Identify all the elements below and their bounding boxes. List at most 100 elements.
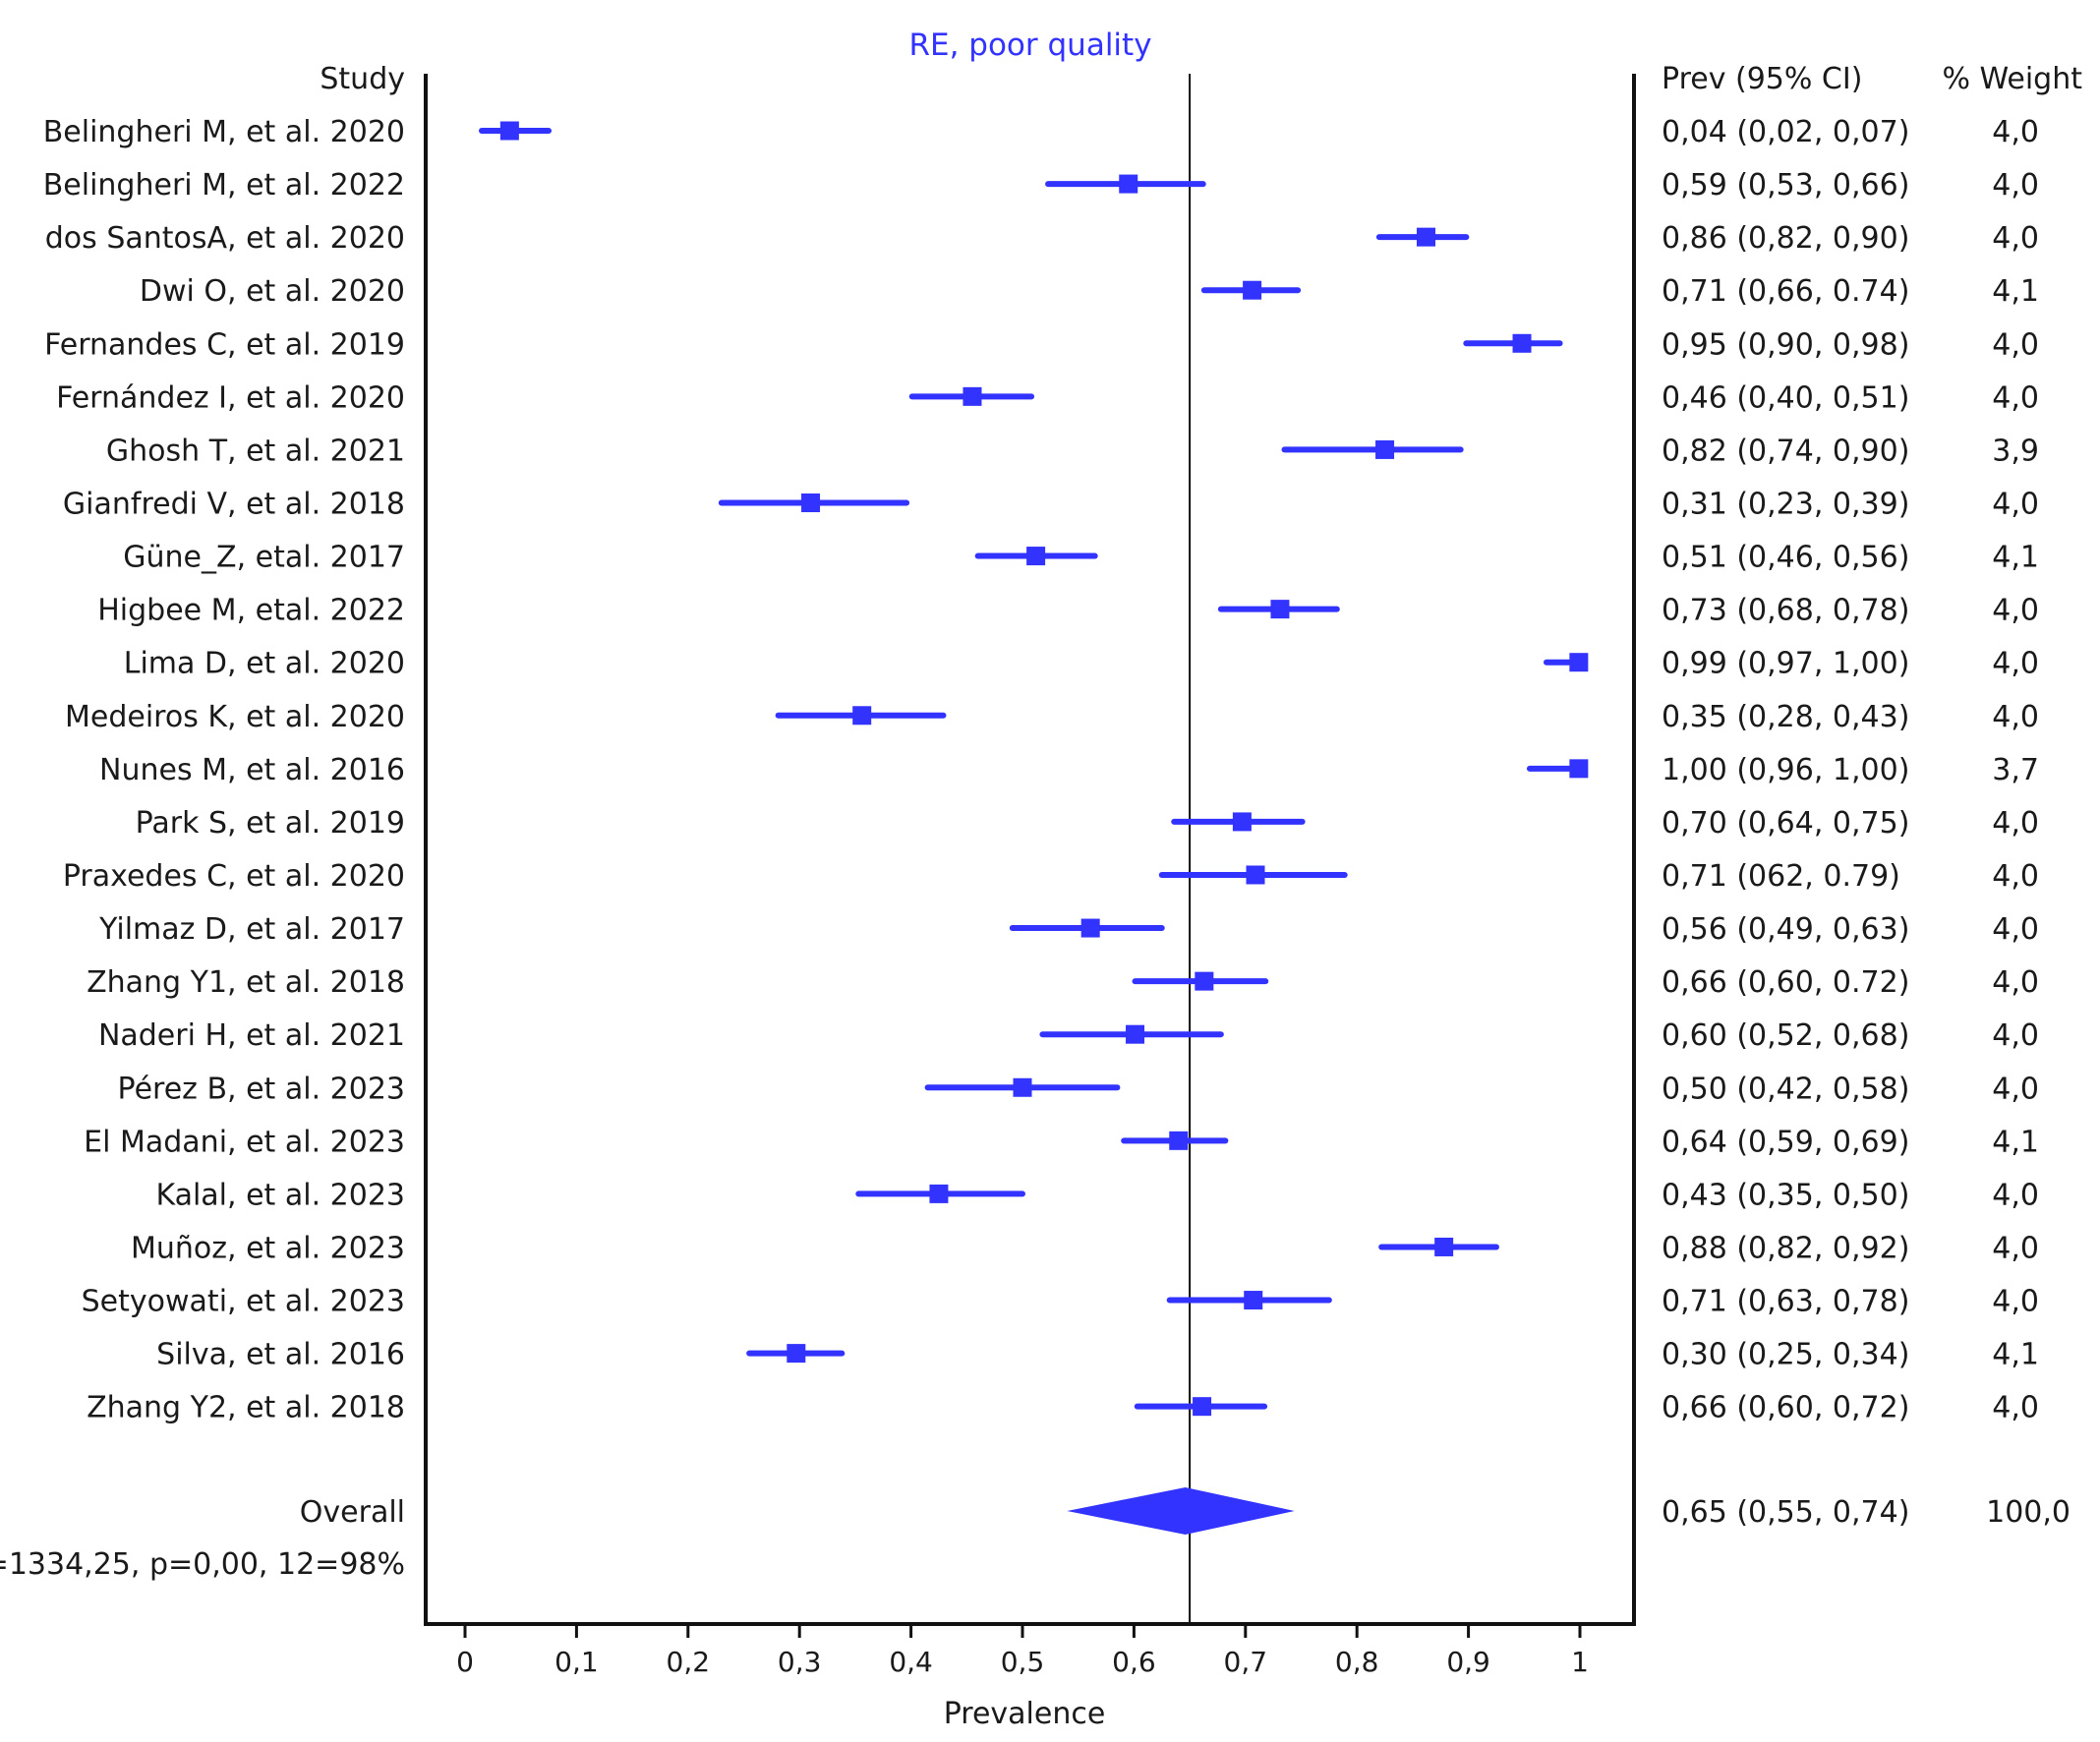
study-row: Zhang Y2, et al. 2018 0,66 (0,60, 0,72) 4,… xyxy=(87,1391,2039,1425)
study-row: Güne_Z, etal. 2017 0,51 (0,46, 0,56) 4,1 xyxy=(123,541,2039,575)
study-name: Medeiros K, et al. 2020 xyxy=(65,700,405,734)
point-estimate xyxy=(852,706,872,726)
weight-value: 4,0 xyxy=(1992,327,2039,362)
point-estimate xyxy=(1270,600,1290,619)
study-name: Ghosh T, et al. 2021 xyxy=(106,434,405,468)
prev-ci-value: 0,46 (0,40, 0,51) xyxy=(1662,380,1909,415)
weight-value: 4,1 xyxy=(1992,274,2039,309)
study-name: Dwi O, et al. 2020 xyxy=(140,274,405,309)
point-estimate xyxy=(1080,918,1100,938)
prev-ci-value: 0,66 (0,60, 0.72) xyxy=(1662,965,1909,1000)
study-row: Lima D, et al. 2020 0,99 (0,97, 1,00) 4,0 xyxy=(124,647,2039,681)
point-estimate xyxy=(1013,1077,1032,1097)
prev-ci-value: 0,86 (0,82, 0,90) xyxy=(1662,221,1909,256)
point-estimate xyxy=(1195,971,1214,991)
study-row: Belingheri M, et al. 2020 0,04 (0,02, 0,0… xyxy=(43,115,2039,149)
point-estimate xyxy=(1246,865,1265,885)
weight-value: 4,1 xyxy=(1992,541,2039,575)
study-row: Yilmaz D, et al. 2017 0,56 (0,49, 0,63) 4,… xyxy=(98,912,2039,947)
study-name: dos SantosA, et al. 2020 xyxy=(45,221,405,256)
study-row: Zhang Y1, et al. 2018 0,66 (0,60, 0.72) 4,… xyxy=(87,965,2039,1000)
weight-value: 4,0 xyxy=(1992,859,2039,894)
study-name: Silva, et al. 2016 xyxy=(156,1338,405,1372)
prev-ci-value: 0,64 (0,59, 0,69) xyxy=(1662,1125,1909,1159)
x-tick-label: 0,8 xyxy=(1335,1646,1379,1678)
study-row: Medeiros K, et al. 2020 0,35 (0,28, 0,43)… xyxy=(65,700,2039,734)
weight-value: 4,0 xyxy=(1992,647,2039,681)
prev-ci-value: 0,71 (062, 0.79) xyxy=(1662,859,1900,894)
header-study: Study xyxy=(320,62,405,96)
study-row: Pérez B, et al. 2023 0,50 (0,42, 0,58) 4,0 xyxy=(118,1072,2039,1106)
prev-ci-value: 0,31 (0,23, 0,39) xyxy=(1662,487,1909,521)
study-name: Kalal, et al. 2023 xyxy=(155,1178,405,1212)
weight-value: 4,1 xyxy=(1992,1125,2039,1159)
study-name: Park S, et al. 2019 xyxy=(136,806,405,841)
point-estimate xyxy=(1569,653,1589,672)
x-tick-label: 0,6 xyxy=(1112,1646,1156,1678)
weight-value: 4,0 xyxy=(1992,168,2039,203)
study-name: Belingheri M, et al. 2020 xyxy=(43,115,405,149)
point-estimate xyxy=(1243,280,1262,300)
weight-value: 4,0 xyxy=(1992,594,2039,628)
study-name: Yilmaz D, et al. 2017 xyxy=(98,912,405,947)
study-row: Higbee M, etal. 2022 0,73 (0,68, 0,78) 4,0 xyxy=(97,594,2039,628)
prev-ci-value: 0,60 (0,52, 0,68) xyxy=(1662,1018,1909,1053)
prev-ci-value: 0,99 (0,97, 1,00) xyxy=(1662,647,1909,681)
x-tick-label: 0,3 xyxy=(778,1646,822,1678)
weight-value: 4,0 xyxy=(1992,700,2039,734)
heterogeneity-stats: Q=1334,25, p=0,00, 12=98% xyxy=(0,1547,405,1582)
study-name: Nunes M, et al. 2016 xyxy=(99,753,405,787)
prev-ci-value: 0,95 (0,90, 0,98) xyxy=(1662,327,1909,362)
prev-ci-value: 0,51 (0,46, 0,56) xyxy=(1662,541,1909,575)
prev-ci-value: 0,66 (0,60, 0,72) xyxy=(1662,1391,1909,1425)
weight-value: 3,7 xyxy=(1992,753,2039,787)
study-name: Zhang Y2, et al. 2018 xyxy=(87,1391,405,1425)
weight-value: 4,0 xyxy=(1992,115,2039,149)
study-row: Nunes M, et al. 2016 1,00 (0,96, 1,00) 3,7 xyxy=(99,753,2039,787)
overall-diamond xyxy=(1067,1487,1295,1535)
weight-value: 4,0 xyxy=(1992,487,2039,521)
study-name: El Madani, et al. 2023 xyxy=(84,1125,405,1159)
point-estimate xyxy=(801,493,821,512)
study-row: Kalal, et al. 2023 0,43 (0,35, 0,50) 4,0 xyxy=(155,1178,2039,1212)
weight-value: 4,0 xyxy=(1992,1231,2039,1265)
weight-value: 4,0 xyxy=(1992,380,2039,415)
study-name: Zhang Y1, et al. 2018 xyxy=(87,965,405,1000)
study-row: Setyowati, et al. 2023 0,71 (0,63, 0,78) 4… xyxy=(82,1285,2039,1319)
study-name: Fernandes C, et al. 2019 xyxy=(44,327,405,362)
point-estimate xyxy=(1193,1397,1212,1417)
weight-value: 4,0 xyxy=(1992,1072,2039,1106)
weight-value: 4,0 xyxy=(1992,1285,2039,1319)
study-name: Güne_Z, etal. 2017 xyxy=(123,541,405,575)
study-row: Dwi O, et al. 2020 0,71 (0,66, 0.74) 4,1 xyxy=(140,274,2039,309)
study-name: Setyowati, et al. 2023 xyxy=(82,1285,405,1319)
prev-ci-value: 0,56 (0,49, 0,63) xyxy=(1662,912,1909,947)
point-estimate xyxy=(1569,759,1589,779)
point-estimate xyxy=(1026,547,1046,566)
x-ticks: 0 0,1 0,2 0,3 0,4 0,5 0,6 0,7 0,8 0,9 1 xyxy=(456,1624,1589,1678)
prev-ci-value: 0,59 (0,53, 0,66) xyxy=(1662,168,1909,203)
x-tick-label: 0 xyxy=(456,1646,474,1678)
weight-value: 4,0 xyxy=(1992,1391,2039,1425)
weight-value: 4,0 xyxy=(1992,912,2039,947)
x-tick-label: 0,5 xyxy=(1001,1646,1045,1678)
point-estimate xyxy=(1232,812,1252,832)
x-tick-label: 1 xyxy=(1571,1646,1589,1678)
study-name: Higbee M, etal. 2022 xyxy=(97,594,405,628)
x-tick-label: 0,2 xyxy=(667,1646,711,1678)
study-row: Belingheri M, et al. 2022 0,59 (0,53, 0,6… xyxy=(43,168,2039,203)
point-estimate xyxy=(929,1184,949,1203)
x-tick-label: 0,7 xyxy=(1224,1646,1268,1678)
study-name: Muñoz, et al. 2023 xyxy=(131,1231,405,1265)
study-name: Lima D, et al. 2020 xyxy=(124,647,405,681)
header-weight: % Weight xyxy=(1942,62,2082,96)
study-row: Fernandes C, et al. 2019 0,95 (0,90, 0,98… xyxy=(44,327,2039,362)
weight-value: 4,1 xyxy=(1992,1338,2039,1372)
study-row: Gianfredi V, et al. 2018 0,31 (0,23, 0,39… xyxy=(63,487,2039,521)
header-prev: Prev (95% CI) xyxy=(1662,62,1862,96)
study-row: Praxedes C, et al. 2020 0,71 (062, 0.79) 4… xyxy=(63,859,2039,894)
study-row: Naderi H, et al. 2021 0,60 (0,52, 0,68) 4,… xyxy=(98,1018,2039,1053)
point-estimate xyxy=(1434,1237,1454,1256)
study-name: Praxedes C, et al. 2020 xyxy=(63,859,405,894)
